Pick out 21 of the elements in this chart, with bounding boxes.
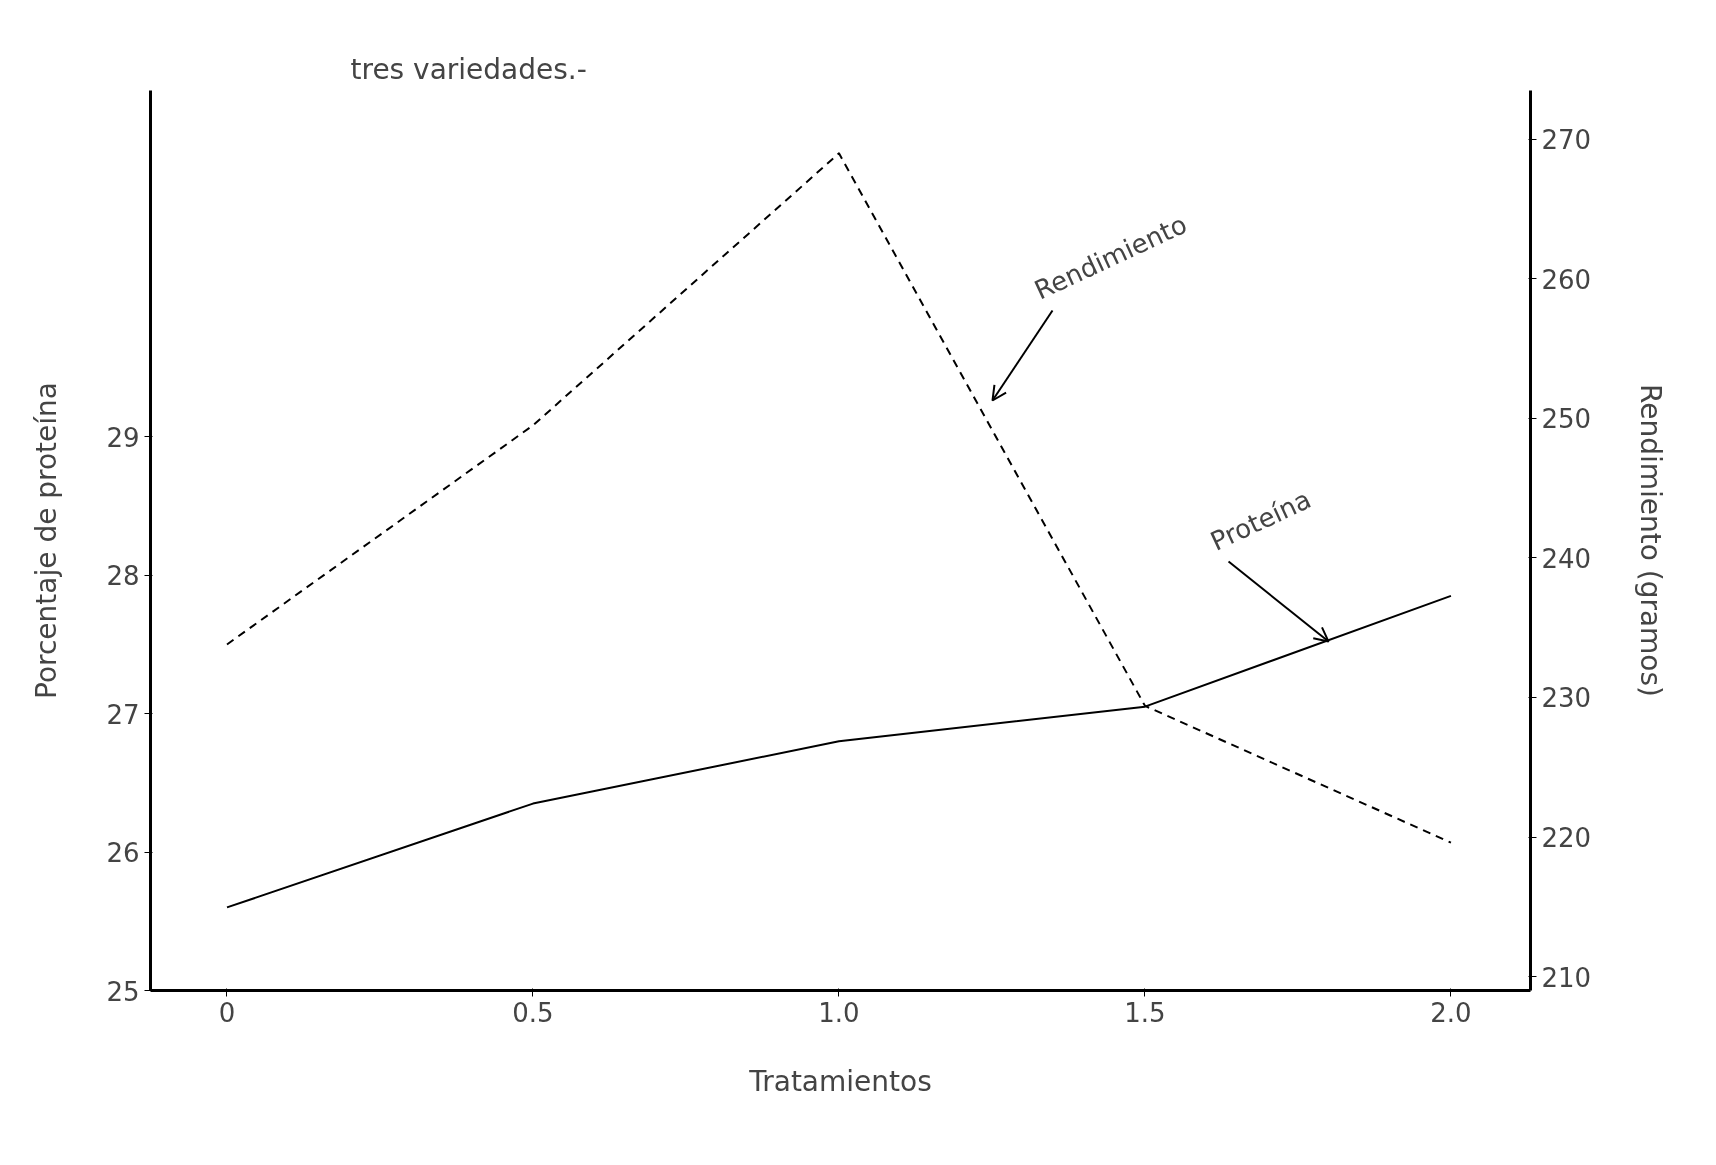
y2-axis-title: Rendimiento (gramos) (1634, 383, 1668, 698)
chart-title: tres variedades.- (350, 52, 587, 86)
y2-tick-label: 220 (1541, 823, 1592, 854)
y-tick-label: 28 (106, 561, 140, 592)
y-axis-title: Porcentaje de proteína (30, 382, 64, 699)
x-tick-label: 2.0 (1430, 997, 1472, 1028)
y2-tick-label: 270 (1541, 125, 1592, 156)
x-tick-label: 1.0 (818, 997, 860, 1028)
x-tick-label: 0.5 (512, 997, 554, 1028)
y2-tick-label: 240 (1541, 543, 1592, 574)
y2-tick-label: 250 (1541, 404, 1592, 435)
y2-tick-label: 230 (1541, 683, 1592, 714)
y-tick-label: 25 (106, 976, 140, 1007)
y2-tick-label: 260 (1541, 264, 1592, 295)
y-tick-label: 26 (106, 838, 140, 869)
y-tick-label: 27 (106, 699, 140, 730)
y2-tick-label: 210 (1541, 962, 1592, 993)
x-axis-title: Tratamientos (748, 1064, 932, 1098)
x-tick-label: 1.5 (1124, 997, 1166, 1028)
y-tick-label: 29 (106, 422, 140, 453)
x-tick-label: 0 (218, 997, 236, 1028)
